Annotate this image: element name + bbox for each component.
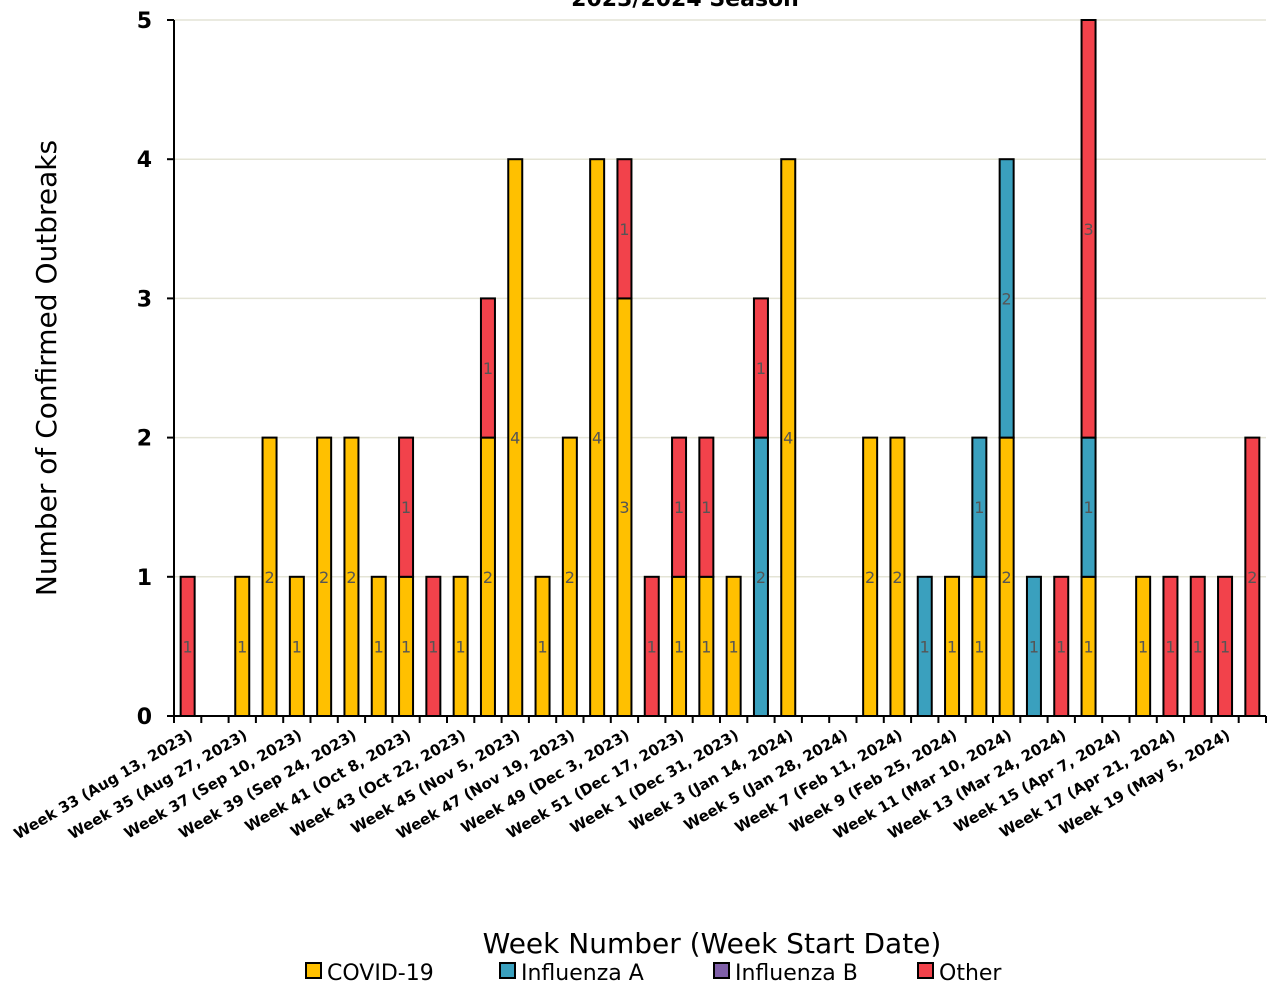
data-label: 2 <box>319 568 329 587</box>
data-label: 1 <box>1193 637 1203 656</box>
data-label: 1 <box>183 637 193 656</box>
legend-label: Other <box>939 961 1002 986</box>
data-label: 2 <box>865 568 875 587</box>
data-label: 1 <box>537 637 547 656</box>
data-label: 2 <box>1247 568 1257 587</box>
data-label: 1 <box>619 220 629 239</box>
data-label: 1 <box>401 637 411 656</box>
data-label: 1 <box>756 359 766 378</box>
y-tick-label: 3 <box>137 287 152 312</box>
data-label: 1 <box>647 637 657 656</box>
data-label: 1 <box>1165 637 1175 656</box>
data-label: 1 <box>974 498 984 517</box>
legend-swatch-other <box>917 962 934 979</box>
data-label: 3 <box>1083 220 1093 239</box>
data-label: 1 <box>1029 637 1039 656</box>
data-label: 1 <box>974 637 984 656</box>
data-label: 1 <box>401 498 411 517</box>
y-tick-labels: 0 1 2 3 4 5 <box>137 9 152 730</box>
bar-segment-other <box>616 158 633 300</box>
legend-swatch-covid-19 <box>305 962 322 979</box>
data-label: 1 <box>674 637 684 656</box>
data-label: 1 <box>1056 637 1066 656</box>
legend-swatch-influenza-b <box>713 962 730 979</box>
data-label: 1 <box>428 637 438 656</box>
data-label: 1 <box>374 637 384 656</box>
data-label: 2 <box>346 568 356 587</box>
bar-segment-other <box>698 436 715 578</box>
data-label: 2 <box>565 568 575 587</box>
data-label: 2 <box>756 568 766 587</box>
y-tick-label: 1 <box>137 566 152 591</box>
data-label: 1 <box>456 637 466 656</box>
data-label: 2 <box>892 568 902 587</box>
legend-label: COVID-19 <box>327 961 434 986</box>
bar-segment-other <box>752 297 769 439</box>
bar-segment-other <box>479 297 496 439</box>
bar-segment-other <box>398 436 415 578</box>
x-tick-labels: Week 33 (Aug 13, 2023)Week 35 (Aug 27, 2… <box>11 726 1233 843</box>
axes <box>167 19 1267 723</box>
data-label: 1 <box>729 637 739 656</box>
data-label: 1 <box>1083 498 1093 517</box>
data-label: 1 <box>237 637 247 656</box>
bar-segment-influenza-a <box>971 436 988 578</box>
legend-label: Influenza A <box>521 961 644 986</box>
y-tick-label: 2 <box>137 427 152 452</box>
chart-title-group: 2023/2024 Season <box>571 0 799 12</box>
data-label: 2 <box>264 568 274 587</box>
chart-title: 2023/2024 Season <box>571 0 799 12</box>
gridlines <box>174 19 1266 578</box>
data-label: 3 <box>619 498 629 517</box>
y-tick-label: 5 <box>137 9 152 34</box>
data-label: 1 <box>1083 637 1093 656</box>
data-label: 4 <box>592 429 602 448</box>
x-axis-title: Week Number (Week Start Date) <box>483 927 942 960</box>
data-label: 1 <box>701 498 711 517</box>
y-axis-title: Number of Confirmed Outbreaks <box>30 140 63 596</box>
legend-swatch-influenza-a <box>499 962 516 979</box>
data-label: 2 <box>483 568 493 587</box>
bar-segment-other <box>1080 19 1097 439</box>
data-label: 2 <box>1002 289 1012 308</box>
data-label: 1 <box>483 359 493 378</box>
data-label: 1 <box>674 498 684 517</box>
data-label: 1 <box>1220 637 1230 656</box>
data-label: 1 <box>292 637 302 656</box>
data-label: 2 <box>1002 568 1012 587</box>
data-label: 4 <box>783 429 793 448</box>
data-label: 1 <box>1138 637 1148 656</box>
bar-segment-other <box>671 436 688 578</box>
legend-label: Influenza B <box>735 961 858 986</box>
legend: COVID-19 Influenza A Influenza B Other <box>305 961 1002 986</box>
data-label: 1 <box>920 637 930 656</box>
y-tick-label: 0 <box>137 705 152 730</box>
data-label: 1 <box>947 637 957 656</box>
y-tick-label: 4 <box>137 148 152 173</box>
data-label: 1 <box>701 637 711 656</box>
bar-segment-influenza-a <box>998 158 1015 439</box>
data-label: 4 <box>510 429 520 448</box>
